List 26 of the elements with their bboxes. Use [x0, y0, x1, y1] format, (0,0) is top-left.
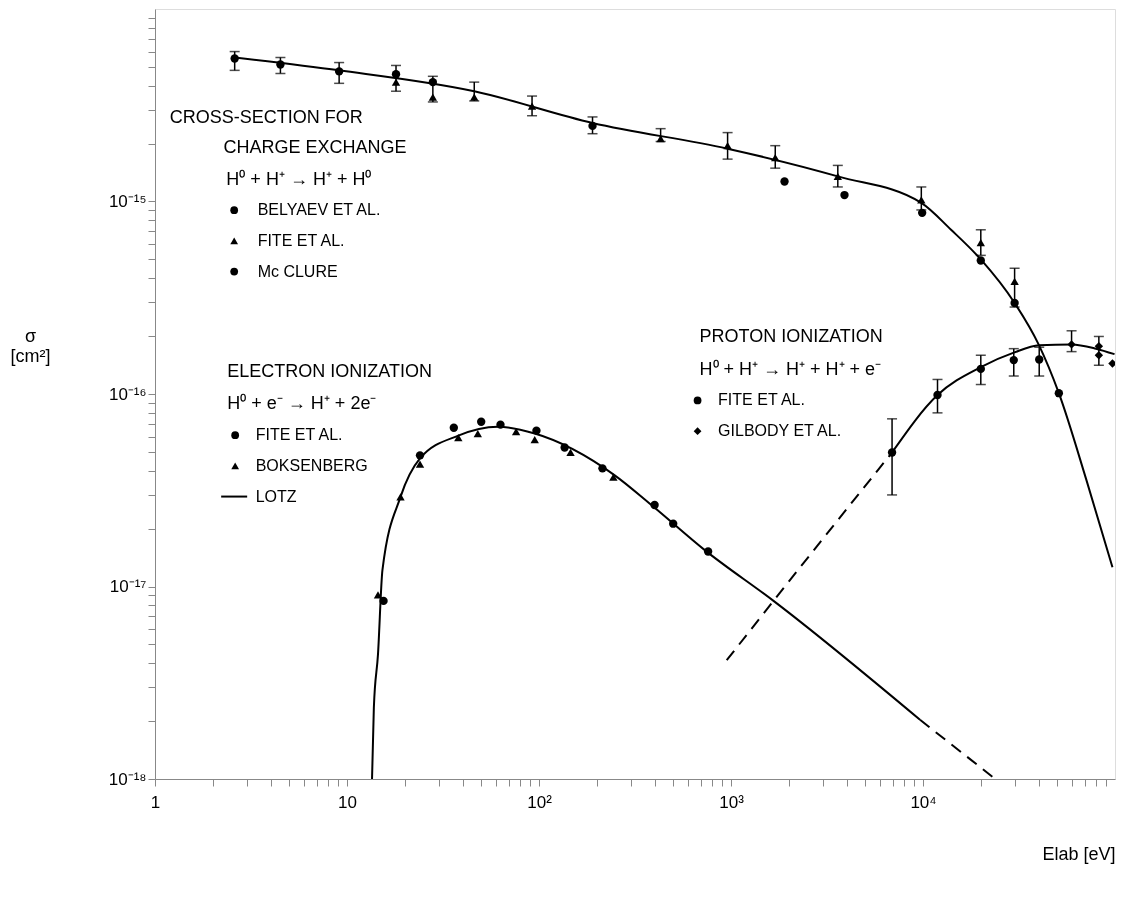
legend-label: BELYAEV ET AL.: [257, 201, 381, 219]
x-tick-label: 10³: [719, 792, 745, 812]
legend-label: FITE ET AL.: [257, 231, 345, 249]
annotation: CROSS-SECTION FOR: [169, 107, 363, 128]
legend-label: GILBODY ET AL.: [718, 422, 842, 440]
legend-label: FITE ET AL.: [255, 426, 343, 444]
annotation: H⁰ + H⁺ → H⁺ + H⁺ + e⁻: [699, 358, 882, 379]
y-tick-label: 10⁻¹⁸: [108, 769, 147, 789]
legend-label: FITE ET AL.: [718, 391, 805, 409]
x-axis-title: Elab [eV]: [1042, 843, 1116, 864]
x-tick-label: 10⁴: [910, 792, 937, 812]
legend-label: BOKSENBERG: [255, 456, 368, 474]
legend-label: Mc CLURE: [257, 262, 338, 280]
annotation: H⁰ + e⁻ → H⁺ + 2e⁻: [227, 393, 377, 414]
annotation: ELECTRON IONIZATION: [227, 360, 433, 381]
x-tick-label: 10²: [527, 792, 553, 812]
y-tick-label: 10⁻¹⁵: [108, 192, 147, 211]
x-tick-label: 10: [338, 792, 357, 812]
y-tick-label: 10⁻¹⁷: [109, 577, 147, 596]
y-axis-title: σ [cm²]: [10, 325, 51, 366]
annotation: CHARGE EXCHANGE: [223, 136, 407, 157]
legend-label: LOTZ: [255, 487, 297, 505]
x-tick-label: 1: [150, 792, 161, 812]
annotation: PROTON IONIZATION: [699, 326, 883, 347]
annotation: H⁰ + H⁺ → H⁺ + H⁰: [226, 169, 372, 190]
y-tick-label: 10⁻¹⁶: [108, 384, 147, 404]
